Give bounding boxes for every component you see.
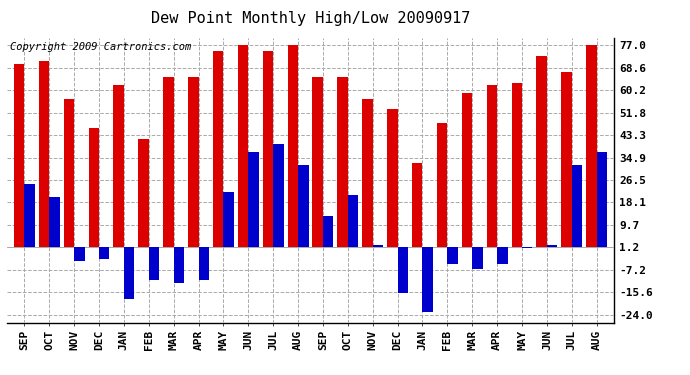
Bar	[199, 248, 209, 280]
Bar	[24, 184, 34, 248]
Bar	[248, 152, 259, 248]
Bar	[99, 248, 110, 259]
Bar	[174, 248, 184, 282]
Bar	[397, 248, 408, 293]
Bar	[188, 78, 199, 248]
Text: Dew Point Monthly High/Low 20090917: Dew Point Monthly High/Low 20090917	[151, 11, 470, 26]
Bar	[113, 86, 124, 248]
Bar	[472, 248, 483, 269]
Bar	[224, 192, 234, 248]
Bar	[163, 78, 174, 248]
Bar	[437, 123, 447, 248]
Bar	[273, 144, 284, 248]
Bar	[373, 245, 383, 248]
Bar	[562, 72, 572, 248]
Bar	[387, 110, 397, 248]
Bar	[238, 45, 248, 248]
Bar	[298, 165, 308, 248]
Bar	[14, 64, 24, 248]
Bar	[74, 248, 85, 261]
Bar	[486, 86, 497, 248]
Bar	[313, 78, 323, 248]
Bar	[88, 128, 99, 248]
Bar	[497, 248, 508, 264]
Bar	[337, 78, 348, 248]
Bar	[572, 165, 582, 248]
Bar	[547, 245, 558, 248]
Bar	[323, 216, 333, 248]
Bar	[586, 45, 597, 248]
Bar	[462, 93, 472, 248]
Bar	[149, 248, 159, 280]
Bar	[39, 62, 49, 248]
Bar	[263, 51, 273, 248]
Bar	[49, 197, 59, 248]
Bar	[348, 195, 358, 248]
Bar	[213, 51, 224, 248]
Bar	[422, 248, 433, 312]
Bar	[362, 99, 373, 248]
Bar	[447, 248, 458, 264]
Bar	[597, 152, 607, 248]
Text: Copyright 2009 Cartronics.com: Copyright 2009 Cartronics.com	[10, 42, 191, 52]
Bar	[138, 139, 149, 248]
Bar	[63, 99, 74, 248]
Bar	[288, 45, 298, 248]
Bar	[511, 83, 522, 248]
Bar	[536, 56, 547, 248]
Bar	[412, 163, 422, 248]
Bar	[124, 248, 135, 298]
